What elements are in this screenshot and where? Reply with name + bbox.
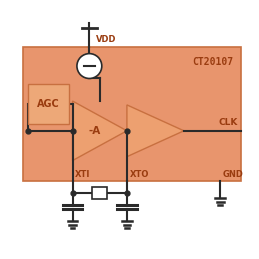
Polygon shape <box>73 101 127 161</box>
Text: VDD: VDD <box>96 35 116 44</box>
Text: XTI: XTI <box>75 170 90 179</box>
Polygon shape <box>127 105 184 157</box>
Circle shape <box>77 54 102 78</box>
Bar <box>92 187 107 199</box>
Text: GND: GND <box>223 170 244 179</box>
Bar <box>23 47 241 181</box>
Bar <box>28 84 69 124</box>
Text: AGC: AGC <box>37 99 60 109</box>
Text: -A: -A <box>88 126 101 136</box>
Text: CT20107: CT20107 <box>192 57 233 67</box>
Text: CLK: CLK <box>219 118 238 127</box>
Text: XTO: XTO <box>130 170 149 179</box>
